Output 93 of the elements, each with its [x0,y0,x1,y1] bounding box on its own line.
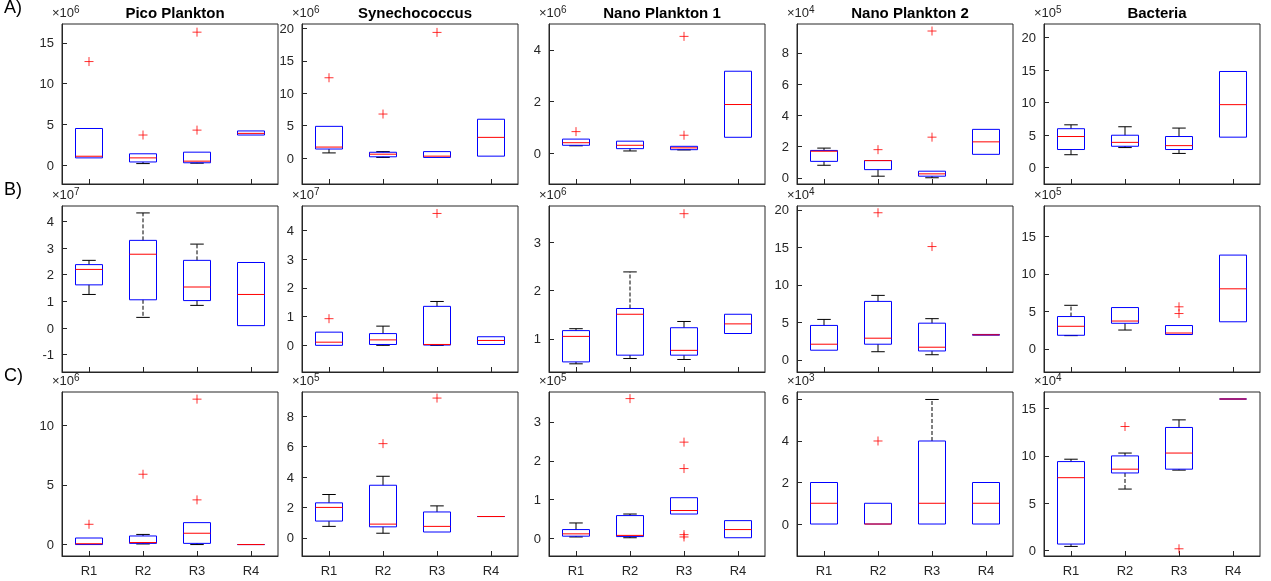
y-tick-label: -1 [42,347,54,363]
y-tick-label: 0 [46,157,54,173]
y-tick-label: 15 [1021,62,1036,78]
x-tick-label: R1 [320,563,338,578]
y-tick-label: 20 [1021,30,1036,46]
y-tick-label: 10 [279,85,294,101]
y-tick-label: 10 [1021,95,1036,111]
y-tick-label: 3 [286,251,294,267]
y-tick-label: 0 [533,145,541,161]
y-tick-label: 5 [781,314,789,330]
y-tick-label: 4 [46,213,54,229]
y-tick-label: 10 [1021,448,1036,464]
y-tick-label: 2 [781,139,789,155]
y-tick-label: 15 [1021,228,1036,244]
x-tick-label: R4 [977,563,995,578]
y-tick-label: 2 [533,93,541,109]
x-tick-label: R4 [242,563,260,578]
y-tick-label: 1 [46,293,54,309]
y-tick-label: 10 [774,277,789,293]
y-tick-label: 0 [1028,341,1036,357]
y-tick-label: 0 [46,537,54,553]
text: A) [4,0,22,17]
y-tick-label: 6 [781,391,789,407]
y-tick-label: 2 [286,499,294,515]
x-tick-label: R4 [1224,563,1242,578]
y-tick-label: 0 [46,320,54,336]
y-tick-label: 0 [1028,543,1036,559]
text: C) [4,365,23,385]
y-tick-label: 15 [774,239,789,255]
x-tick-label: R2 [621,563,639,578]
x-tick-label: R2 [134,563,152,578]
y-tick-label: 5 [1028,495,1036,511]
y-tick-label: 5 [1028,303,1036,319]
y-tick-label: 10 [1021,266,1036,282]
y-tick-label: 5 [1028,127,1036,143]
y-tick-label: 4 [533,42,541,58]
y-tick-label: 4 [781,433,789,449]
y-tick-label: 5 [46,116,54,132]
chart-title: Pico Plankton [125,4,225,21]
y-tick-label: 20 [279,21,294,37]
y-tick-label: 8 [781,45,789,61]
y-tick-label: 10 [39,76,54,92]
x-tick-label: R4 [482,563,500,578]
x-tick-label: R2 [869,563,887,578]
x-tick-label: R3 [428,563,446,578]
y-tick-label: 10 [39,417,54,433]
x-tick-label: R3 [1170,563,1188,578]
x-tick-label: R2 [1116,563,1134,578]
chart-title: Nano Plankton 2 [851,4,969,21]
y-tick-label: 5 [46,477,54,493]
y-tick-label: 1 [533,331,541,347]
y-tick-label: 15 [1021,400,1036,416]
y-tick-label: 0 [286,150,294,166]
y-tick-label: 4 [286,223,294,239]
y-tick-label: 2 [533,453,541,469]
text: B) [4,179,22,199]
y-tick-label: 3 [46,240,54,256]
y-tick-label: 6 [286,439,294,455]
y-tick-label: 0 [286,337,294,353]
y-tick-label: 4 [286,469,294,485]
y-tick-label: 5 [286,118,294,134]
y-tick-label: 15 [39,35,54,51]
y-tick-label: 0 [781,516,789,532]
y-tick-label: 2 [781,475,789,491]
y-tick-label: 6 [781,76,789,92]
y-tick-label: 1 [533,492,541,508]
x-tick-label: R2 [374,563,392,578]
x-tick-label: R3 [923,563,941,578]
x-tick-label: R1 [815,563,833,578]
y-tick-label: 0 [286,530,294,546]
y-tick-label: 1 [286,309,294,325]
x-tick-label: R4 [729,563,747,578]
y-tick-label: 3 [533,235,541,251]
x-tick-label: R1 [1062,563,1080,578]
y-tick-label: 4 [781,107,789,123]
y-tick-label: 2 [286,280,294,296]
x-tick-label: R3 [675,563,693,578]
y-tick-label: 2 [46,267,54,283]
y-tick-label: 0 [781,170,789,186]
y-tick-label: 0 [533,531,541,547]
y-tick-label: 3 [533,414,541,430]
y-tick-label: 20 [774,202,789,218]
y-tick-label: 8 [286,408,294,424]
y-tick-label: 0 [1028,160,1036,176]
chart-title: Bacteria [1127,4,1188,21]
chart-title: Synechococcus [357,4,473,21]
y-tick-label: 2 [533,283,541,299]
x-tick-label: R1 [567,563,585,578]
chart-title: Nano Plankton 1 [603,4,721,21]
y-tick-label: 0 [781,352,789,368]
x-tick-label: R3 [188,563,206,578]
y-tick-label: 15 [279,53,294,69]
x-tick-label: R1 [80,563,98,578]
